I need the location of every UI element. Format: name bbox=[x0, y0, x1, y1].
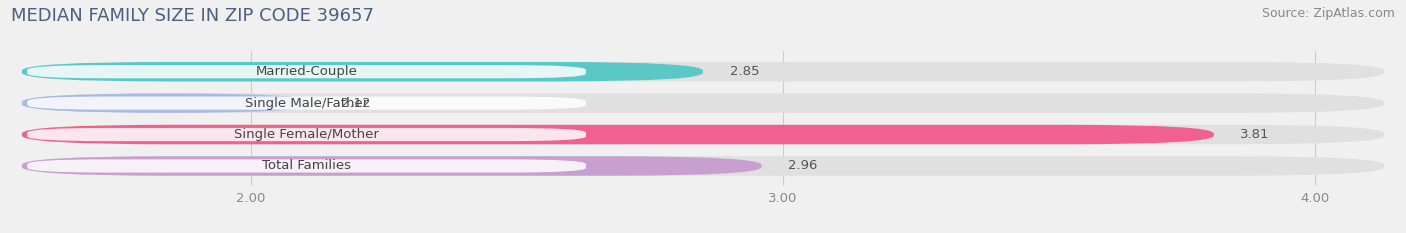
Text: Married-Couple: Married-Couple bbox=[256, 65, 357, 78]
FancyBboxPatch shape bbox=[22, 93, 315, 113]
FancyBboxPatch shape bbox=[27, 96, 586, 110]
FancyBboxPatch shape bbox=[27, 159, 586, 173]
Text: 2.12: 2.12 bbox=[342, 97, 371, 110]
Text: 2.85: 2.85 bbox=[730, 65, 759, 78]
FancyBboxPatch shape bbox=[22, 62, 1384, 81]
Text: Single Female/Mother: Single Female/Mother bbox=[235, 128, 380, 141]
Text: Single Male/Father: Single Male/Father bbox=[245, 97, 368, 110]
FancyBboxPatch shape bbox=[22, 156, 1384, 176]
Text: Total Families: Total Families bbox=[262, 159, 352, 172]
Text: 2.96: 2.96 bbox=[789, 159, 817, 172]
Text: 3.81: 3.81 bbox=[1240, 128, 1270, 141]
FancyBboxPatch shape bbox=[22, 125, 1213, 144]
FancyBboxPatch shape bbox=[22, 125, 1384, 144]
FancyBboxPatch shape bbox=[22, 62, 703, 81]
FancyBboxPatch shape bbox=[27, 65, 586, 78]
Text: MEDIAN FAMILY SIZE IN ZIP CODE 39657: MEDIAN FAMILY SIZE IN ZIP CODE 39657 bbox=[11, 7, 374, 25]
FancyBboxPatch shape bbox=[22, 93, 1384, 113]
FancyBboxPatch shape bbox=[27, 128, 586, 141]
Text: Source: ZipAtlas.com: Source: ZipAtlas.com bbox=[1261, 7, 1395, 20]
FancyBboxPatch shape bbox=[22, 156, 762, 176]
